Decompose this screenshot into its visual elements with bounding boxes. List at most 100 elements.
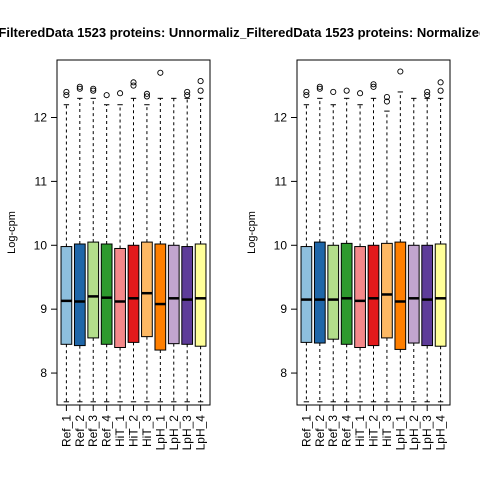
box-body: [127, 244, 140, 343]
outlier-point: [330, 88, 337, 95]
box-Ref_3: [87, 85, 100, 403]
x-tick-label: LpH_2: [407, 415, 421, 451]
x-tick-label: Ref_3: [86, 415, 100, 447]
x-tick-label: Ref_4: [100, 415, 114, 447]
outlier-point: [197, 87, 204, 94]
outlier-point: [383, 94, 390, 101]
box-Ref_2: [73, 83, 86, 403]
x-tick-label: HiT_3: [140, 415, 154, 447]
x-tick-label: HiT_1: [353, 415, 367, 447]
x-tick-label: HiT_1: [113, 415, 127, 447]
x-tick-label: HiT_3: [380, 415, 394, 447]
box-body: [73, 243, 86, 347]
outlier-point: [424, 92, 431, 99]
y-tick-label: 10: [34, 238, 48, 252]
box-body: [60, 246, 73, 345]
y-tick-label: 11: [35, 174, 48, 188]
outlier-point: [143, 93, 150, 100]
x-tick-label: LpH_3: [420, 415, 434, 451]
box-body: [154, 243, 167, 351]
outlier-point: [357, 90, 364, 97]
y-tick-label: 12: [274, 111, 288, 125]
outlier-point: [90, 85, 97, 92]
x-tick-label: HiT_2: [367, 415, 381, 447]
chart-panel-normalized: _FilteredData 1523 proteins: Normalized 8…: [238, 25, 480, 451]
box-body: [367, 244, 380, 347]
outlier-point: [76, 85, 83, 92]
outlier-point: [397, 68, 404, 75]
chart-panel-unnormalized: _FilteredData 1523 proteins: Unnormalize…: [0, 25, 255, 451]
y-tick-label: 11: [275, 174, 288, 188]
x-tick-label: LpH_1: [393, 415, 407, 451]
box-body: [340, 242, 353, 345]
box-Ref_4: [100, 92, 113, 403]
box-HiT_3: [381, 94, 393, 403]
box-Ref_2: [313, 83, 326, 403]
box-body: [313, 241, 326, 344]
outlier-point: [63, 88, 70, 95]
outlier-point: [184, 88, 191, 95]
x-tick-label: Ref_4: [340, 415, 354, 447]
box-body: [327, 244, 340, 340]
x-tick-label: Ref_3: [326, 415, 340, 447]
y-tick-label: 10: [274, 238, 288, 252]
box-HiT_1: [114, 90, 126, 403]
box-body: [300, 246, 313, 343]
box-body: [141, 241, 153, 338]
outlier-point: [370, 81, 377, 88]
y-axis-label: Log-cpm: [6, 211, 18, 254]
box-Ref_1: [60, 88, 73, 403]
box-body: [181, 246, 194, 345]
y-tick-label: 12: [34, 111, 48, 125]
box-body: [381, 242, 393, 339]
outlier-point: [130, 79, 137, 86]
box-HiT_2: [367, 81, 380, 403]
outlier-point: [184, 92, 191, 99]
y-tick-label: 9: [280, 302, 287, 316]
y-axis-label: Log-cpm: [246, 211, 258, 254]
y-tick-label: 9: [40, 302, 47, 316]
x-tick-label: LpH_4: [194, 415, 208, 451]
outlier-point: [103, 92, 110, 99]
box-body: [114, 247, 126, 349]
box-LpH_3: [421, 88, 434, 403]
box-LpH_4: [194, 78, 207, 403]
x-tick-label: Ref_2: [313, 415, 327, 447]
outlier-point: [370, 83, 377, 90]
x-tick-label: LpH_2: [167, 415, 181, 451]
box-HiT_2: [127, 79, 140, 403]
outlier-point: [303, 88, 310, 95]
outlier-point: [63, 92, 70, 99]
outlier-point: [437, 79, 444, 86]
box-Ref_1: [300, 88, 313, 403]
x-tick-label: Ref_2: [73, 415, 87, 447]
outlier-point: [437, 87, 444, 94]
box-HiT_1: [354, 90, 366, 403]
x-tick-label: Ref_1: [299, 415, 313, 447]
outlier-point: [130, 82, 137, 89]
y-tick-label: 8: [280, 366, 287, 380]
y-tick-label: 8: [40, 366, 47, 380]
x-tick-label: LpH_4: [434, 415, 448, 451]
box-LpH_2: [407, 97, 420, 403]
outlier-point: [303, 92, 310, 99]
outlier-point: [90, 87, 97, 94]
outlier-point: [197, 78, 204, 85]
box-HiT_3: [141, 90, 153, 403]
box-LpH_3: [181, 88, 194, 403]
x-tick-label: LpH_1: [153, 415, 167, 451]
outlier-point: [157, 69, 164, 76]
outlier-point: [117, 90, 124, 97]
box-LpH_1: [394, 68, 407, 403]
outlier-point: [343, 87, 350, 94]
chart-title: _FilteredData 1523 proteins: Unnormalize…: [0, 25, 255, 40]
chart-title: _FilteredData 1523 proteins: Normalized: [238, 25, 480, 40]
box-LpH_2: [167, 97, 180, 403]
box-Ref_3: [327, 88, 340, 403]
box-body: [434, 243, 447, 347]
box-body: [407, 244, 420, 344]
box-body: [167, 244, 180, 345]
box-body: [100, 243, 113, 345]
